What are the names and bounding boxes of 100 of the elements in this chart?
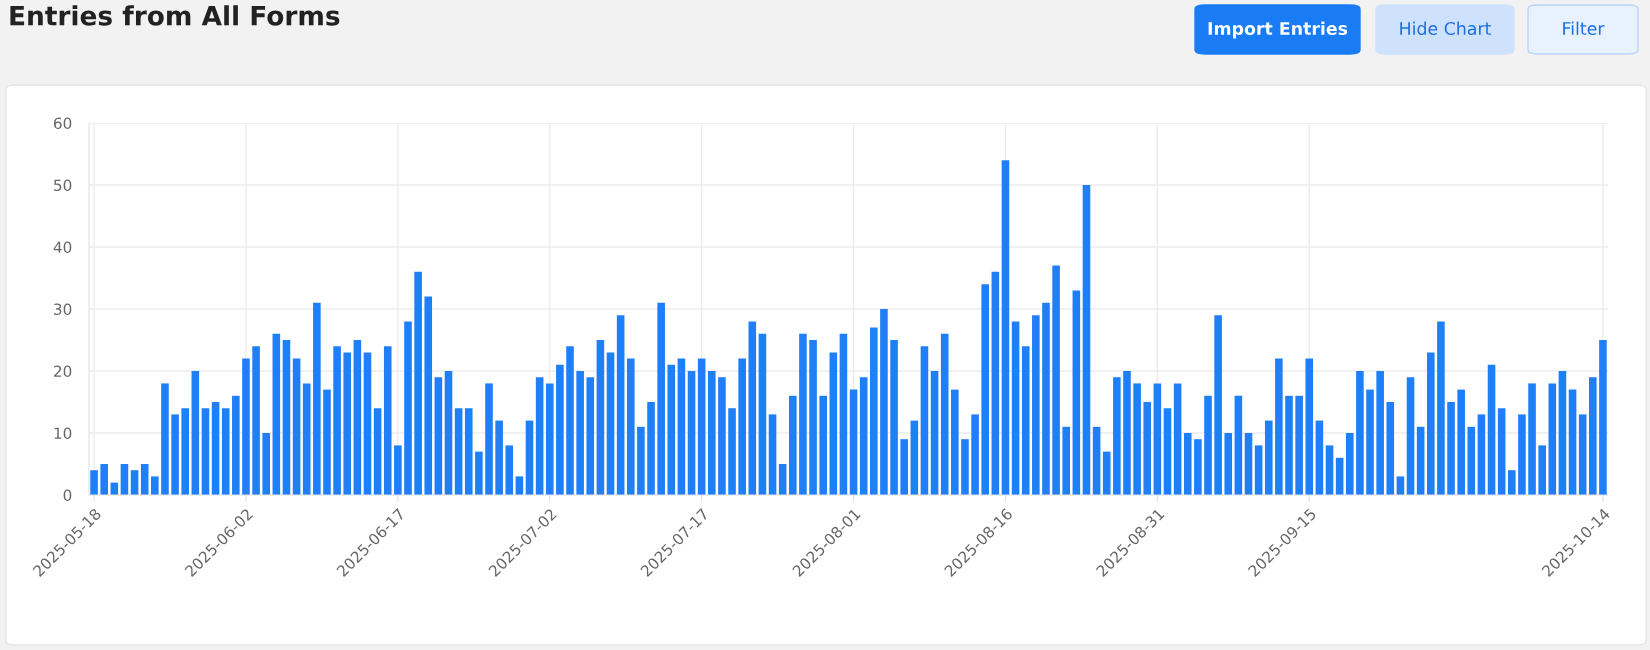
bar xyxy=(586,377,595,495)
bar xyxy=(333,346,341,495)
y-tick-label: 20 xyxy=(54,365,72,378)
bar xyxy=(1315,420,1324,495)
bar xyxy=(981,284,990,495)
text: Import Entries xyxy=(1208,21,1348,39)
bar xyxy=(383,346,392,495)
bar xyxy=(414,271,422,495)
bar xyxy=(211,402,220,495)
bar xyxy=(1447,402,1455,495)
bar xyxy=(454,408,463,495)
bar xyxy=(738,358,746,495)
bar xyxy=(859,377,868,495)
bar xyxy=(697,358,706,495)
bar xyxy=(1001,160,1010,495)
bar xyxy=(566,346,574,495)
bar xyxy=(363,352,372,495)
bar xyxy=(525,420,534,495)
bar xyxy=(940,333,949,495)
text: Hide Chart xyxy=(1400,21,1491,36)
bar xyxy=(191,371,200,495)
bar xyxy=(323,389,331,495)
bar xyxy=(1386,402,1395,495)
bar xyxy=(1325,445,1334,495)
bar xyxy=(1133,383,1141,495)
bar xyxy=(707,371,716,495)
bar xyxy=(829,352,838,495)
bar xyxy=(1558,371,1567,495)
bar xyxy=(1376,371,1384,495)
bar xyxy=(920,346,929,495)
bar xyxy=(1123,371,1131,495)
bar xyxy=(495,420,503,495)
bar xyxy=(242,358,250,495)
bar xyxy=(373,408,382,495)
bar xyxy=(758,333,767,495)
bar xyxy=(292,358,301,495)
bar xyxy=(626,358,635,495)
bar xyxy=(1477,414,1486,495)
bar xyxy=(1467,426,1476,495)
bar xyxy=(728,408,736,495)
bar xyxy=(1042,302,1050,495)
bar xyxy=(616,315,625,495)
bar xyxy=(1234,395,1243,495)
bar xyxy=(1285,395,1293,495)
chart-title: Entries from All Forms xyxy=(10,5,340,26)
bar xyxy=(1518,414,1526,495)
text: Filter xyxy=(1563,21,1605,36)
bar xyxy=(151,476,159,495)
bar xyxy=(900,439,908,495)
bar xyxy=(1416,426,1425,495)
bar xyxy=(282,340,291,495)
bar xyxy=(1345,433,1354,495)
bar xyxy=(677,358,686,495)
bar xyxy=(1183,433,1192,495)
bar xyxy=(545,383,554,495)
bar xyxy=(991,271,1000,495)
bar xyxy=(404,321,412,495)
bar xyxy=(768,414,777,495)
bar xyxy=(1426,352,1435,495)
bar xyxy=(1508,470,1516,495)
bar xyxy=(1264,420,1273,495)
bar xyxy=(221,408,230,495)
bar xyxy=(951,389,959,495)
bar xyxy=(1366,389,1374,495)
bar xyxy=(313,302,321,495)
bar xyxy=(394,445,402,495)
bar xyxy=(1092,426,1101,495)
bar xyxy=(1032,315,1040,495)
bar xyxy=(606,352,615,495)
bar xyxy=(1072,290,1081,495)
bar xyxy=(1224,433,1233,495)
bar xyxy=(272,333,281,495)
y-tick-label: 0 xyxy=(63,489,72,502)
bar xyxy=(596,340,605,495)
bar xyxy=(971,414,979,495)
bar xyxy=(1275,358,1283,495)
bar xyxy=(1052,265,1060,495)
bar xyxy=(1143,402,1152,495)
bar xyxy=(1163,408,1172,495)
bar xyxy=(1173,383,1182,495)
bar xyxy=(181,408,189,495)
bar xyxy=(1254,445,1263,495)
y-tick-label: 60 xyxy=(53,117,72,130)
bar xyxy=(302,383,311,495)
bar xyxy=(1528,383,1536,495)
bar xyxy=(252,346,260,495)
bar xyxy=(1538,445,1546,495)
bar xyxy=(870,327,878,495)
bar xyxy=(1568,389,1577,495)
bar xyxy=(1487,364,1496,495)
bar xyxy=(961,439,969,495)
bar xyxy=(809,340,817,495)
bar xyxy=(424,296,433,495)
bar xyxy=(880,309,888,495)
bar xyxy=(799,333,807,495)
bar xyxy=(90,470,98,495)
bar xyxy=(232,395,240,495)
bar xyxy=(1082,185,1091,495)
bar xyxy=(576,371,584,495)
y-tick-label: 40 xyxy=(53,241,72,254)
